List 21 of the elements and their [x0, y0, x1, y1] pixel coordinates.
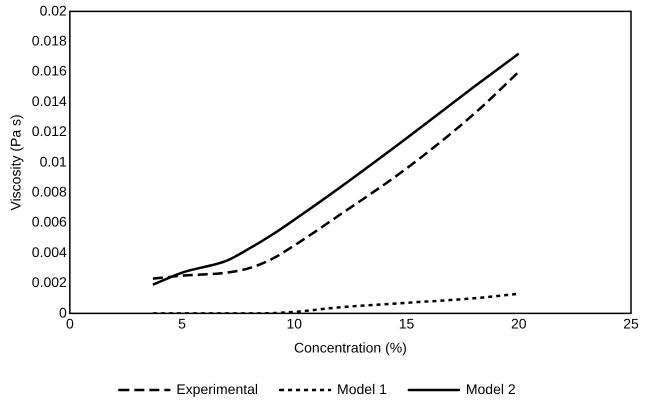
- y-tick-label: 0.006: [32, 214, 68, 230]
- y-tick-label: 0.002: [32, 274, 68, 290]
- y-tick-label: 0.02: [40, 2, 68, 18]
- x-tick-label: 5: [178, 316, 186, 332]
- y-tick-label: 0.01: [40, 153, 68, 170]
- y-axis-title: Viscosity (Pa s): [7, 114, 24, 211]
- legend-label: Model 2: [466, 380, 516, 397]
- x-tick-label: 15: [398, 316, 415, 332]
- x-tick-label: 10: [286, 316, 302, 332]
- y-tick-label: 0.016: [32, 62, 68, 79]
- y-tick-label: 0.012: [32, 123, 68, 140]
- y-tick-label: 0.014: [32, 92, 68, 109]
- y-tick-label: 0.008: [32, 183, 68, 200]
- legend-label: Experimental: [176, 380, 258, 397]
- x-axis-title: Concentration (%): [294, 339, 407, 356]
- x-tick-label: 20: [510, 316, 527, 332]
- y-tick-label: 0.018: [32, 32, 68, 48]
- y-tick-label: 0: [59, 304, 68, 320]
- x-tick-label: 25: [623, 316, 639, 332]
- y-tick-label: 0.004: [32, 244, 68, 260]
- legend-label: Model 1: [337, 380, 388, 397]
